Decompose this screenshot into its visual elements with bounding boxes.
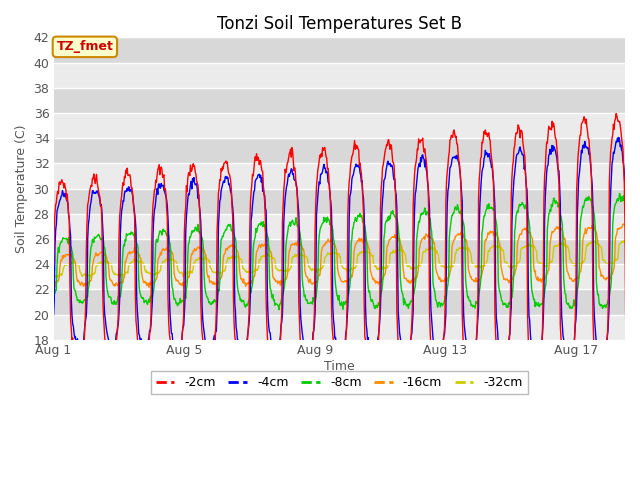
-2cm: [637, 247, 640, 253]
-4cm: [264, 297, 271, 303]
-2cm: [50, 262, 58, 268]
Line: -2cm: -2cm: [54, 114, 640, 392]
-8cm: [264, 234, 271, 240]
-8cm: [633, 308, 640, 313]
-4cm: [615, 134, 623, 140]
Bar: [54, 62, 625, 88]
-32cm: [383, 264, 391, 270]
Bar: [54, 113, 625, 138]
-8cm: [295, 226, 303, 231]
-32cm: [620, 236, 627, 242]
Y-axis label: Soil Temperature (C): Soil Temperature (C): [15, 124, 28, 253]
-8cm: [50, 294, 58, 300]
-8cm: [71, 287, 79, 293]
-16cm: [189, 251, 196, 257]
-4cm: [50, 312, 58, 318]
-4cm: [637, 317, 640, 323]
-16cm: [296, 239, 303, 245]
-16cm: [637, 277, 640, 283]
-4cm: [630, 367, 638, 373]
-32cm: [296, 251, 303, 257]
-8cm: [383, 217, 390, 223]
-32cm: [189, 268, 196, 274]
-2cm: [264, 335, 271, 341]
Legend: -2cm, -4cm, -8cm, -16cm, -32cm: -2cm, -4cm, -8cm, -16cm, -32cm: [151, 371, 528, 394]
-2cm: [524, 336, 532, 342]
-16cm: [50, 284, 58, 289]
Bar: [54, 163, 625, 189]
-8cm: [637, 296, 640, 302]
-16cm: [51, 285, 59, 290]
-16cm: [525, 230, 532, 236]
-2cm: [188, 168, 196, 173]
-4cm: [383, 164, 390, 170]
-32cm: [264, 252, 272, 258]
-8cm: [188, 228, 196, 234]
Line: -4cm: -4cm: [54, 137, 640, 370]
Bar: [54, 289, 625, 314]
Bar: [54, 239, 625, 264]
-32cm: [525, 242, 532, 248]
Line: -16cm: -16cm: [54, 224, 640, 288]
-16cm: [72, 259, 79, 265]
Bar: [54, 189, 625, 214]
-32cm: [637, 259, 640, 265]
Bar: [54, 88, 625, 113]
-4cm: [71, 335, 79, 341]
Title: Tonzi Soil Temperatures Set B: Tonzi Soil Temperatures Set B: [217, 15, 462, 33]
Bar: [54, 314, 625, 340]
-2cm: [612, 111, 620, 117]
X-axis label: Time: Time: [324, 360, 355, 372]
-2cm: [71, 347, 79, 353]
-16cm: [620, 221, 627, 227]
-32cm: [50, 274, 58, 280]
Bar: [54, 214, 625, 239]
-4cm: [188, 186, 196, 192]
Text: TZ_fmet: TZ_fmet: [56, 40, 113, 53]
-16cm: [383, 242, 391, 248]
-8cm: [616, 191, 623, 196]
-32cm: [71, 260, 79, 266]
-4cm: [524, 283, 532, 289]
-32cm: [87, 275, 95, 280]
Bar: [54, 37, 625, 62]
-2cm: [295, 299, 303, 305]
Line: -8cm: -8cm: [54, 193, 640, 311]
Bar: [54, 138, 625, 163]
Bar: [54, 264, 625, 289]
-2cm: [596, 389, 604, 395]
-16cm: [264, 244, 272, 250]
-4cm: [295, 210, 303, 216]
-8cm: [524, 215, 532, 220]
-2cm: [383, 142, 390, 147]
Line: -32cm: -32cm: [54, 239, 640, 277]
